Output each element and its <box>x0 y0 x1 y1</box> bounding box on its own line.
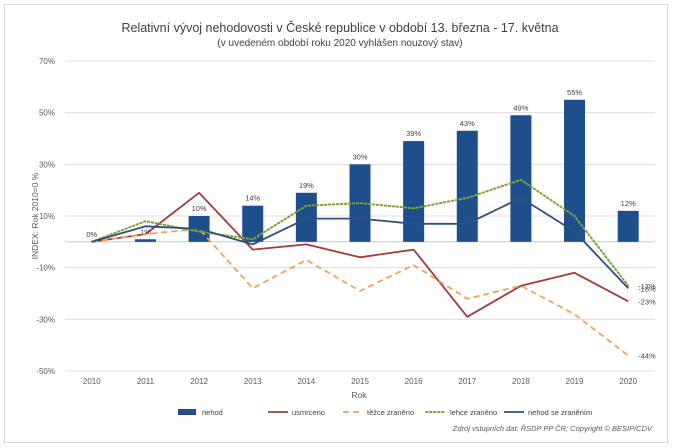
legend: nehod usmrceno těžce zraněno lehce zraněno n… <box>178 408 592 417</box>
legend-label: nehod se zraněním <box>528 408 592 417</box>
x-tick-label: 2015 <box>351 377 369 386</box>
legend-label: lehce zraněno <box>450 408 497 417</box>
bar-value-label: 43% <box>460 119 475 128</box>
series-line <box>91 227 629 357</box>
y-tick-label: 70% <box>39 57 55 66</box>
bar <box>617 210 639 242</box>
bar-value-label: 1% <box>140 227 151 236</box>
y-tick-label: 30% <box>39 160 55 169</box>
series-line <box>91 196 629 289</box>
bar-value-label: 14% <box>245 194 260 203</box>
x-axis-label: Rok <box>351 390 367 400</box>
line-series <box>90 178 630 357</box>
bar-value-label: 10% <box>192 204 207 213</box>
chart-frame <box>4 4 668 443</box>
y-tick-label: 50% <box>39 109 55 118</box>
source-note: Zdroj vstupních dat: ŘSDP PP ČR; Copyrig… <box>452 424 653 433</box>
x-tick-label: 2012 <box>190 377 208 386</box>
y-tick-label: -50% <box>36 367 55 376</box>
bar-value-label: 49% <box>513 103 528 112</box>
x-tick-label: 2016 <box>405 377 423 386</box>
x-tick-label: 2020 <box>619 377 637 386</box>
x-tick-label: 2017 <box>458 377 476 386</box>
x-tick-label: 2014 <box>297 377 315 386</box>
bar <box>134 239 156 242</box>
series-end-label: -44% <box>638 352 656 361</box>
series-end-label: -23% <box>638 297 656 306</box>
x-ticks: 2010 2011 2012 2013 2014 2015 2016 2017 2018 2019… <box>83 377 638 386</box>
bar <box>295 192 317 242</box>
chart-subtitle: (v uvedeném období roku 2020 vyhlášen no… <box>217 38 462 49</box>
legend-label: nehod <box>202 408 223 417</box>
y-ticks: -50% -30% -10% 10% 30% 50% 70% <box>36 57 55 376</box>
x-tick-label: 2019 <box>566 377 584 386</box>
y-tick-label: -10% <box>36 264 55 273</box>
x-tick-label: 2013 <box>244 377 262 386</box>
bar-value-label: 30% <box>352 152 367 161</box>
bar <box>510 115 532 242</box>
bar <box>456 130 478 242</box>
gridlines <box>65 60 655 372</box>
series-line <box>91 191 629 318</box>
chart-title: Relativní vývoj nehodovosti v České repu… <box>121 20 558 35</box>
x-tick-label: 2018 <box>512 377 530 386</box>
y-tick-label: 10% <box>39 212 55 221</box>
bar <box>403 141 425 242</box>
bar-value-label: 39% <box>406 129 421 138</box>
bar <box>242 205 264 242</box>
x-tick-label: 2010 <box>83 377 101 386</box>
y-tick-label: -30% <box>36 315 55 324</box>
legend-swatch <box>178 409 196 415</box>
legend-label: těžce zraněno <box>367 408 414 417</box>
bar-value-label: 19% <box>299 181 314 190</box>
series-end-label: -18% <box>638 284 656 293</box>
legend-label: usmrceno <box>292 408 325 417</box>
data-labels: 0% 1% 10% 14% 19% 30% 39% 43% 49% 55% 12% -23% -44% -… <box>86 88 656 361</box>
bar-value-label: 0% <box>86 230 97 239</box>
y-axis-label: INDEX: Rok 2010=0 % <box>30 172 40 259</box>
bar-value-label: 12% <box>621 199 636 208</box>
bar <box>564 99 586 242</box>
x-tick-label: 2011 <box>137 377 155 386</box>
series-end-label: -17% <box>638 282 656 291</box>
bar-series <box>134 99 639 242</box>
bar-value-label: 55% <box>567 88 582 97</box>
